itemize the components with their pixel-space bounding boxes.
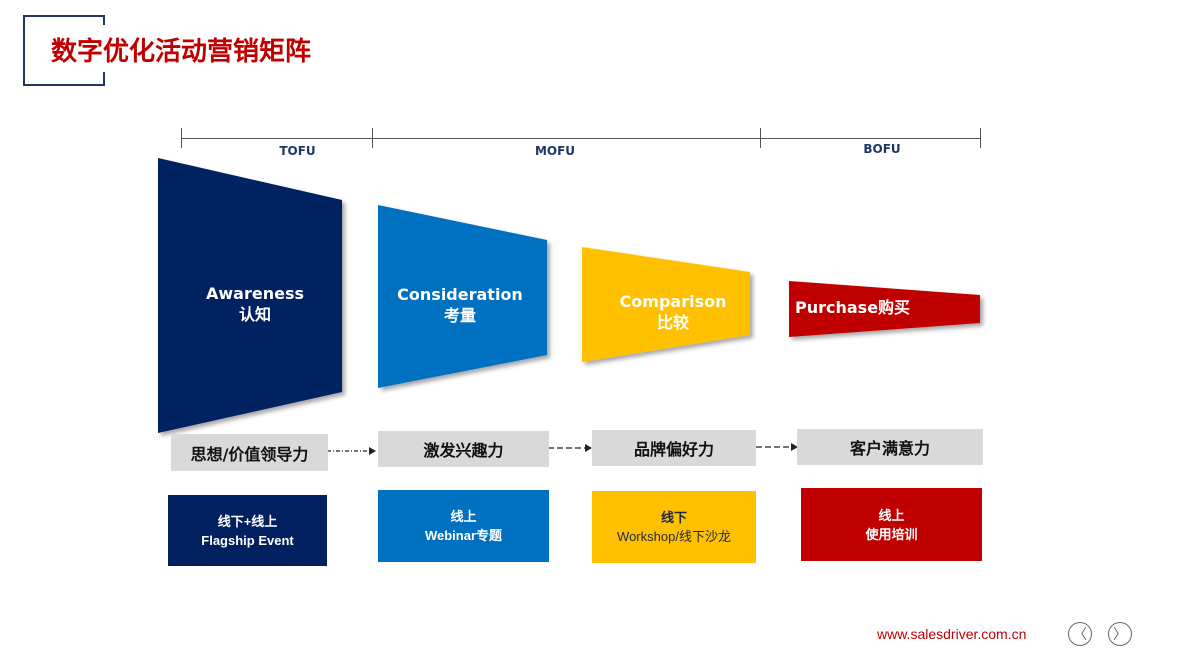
channel-line1: 线上 (878, 507, 905, 523)
funnel-shape-consideration (378, 205, 547, 388)
stage-tick (760, 128, 761, 148)
stage-tick (372, 128, 373, 148)
stage-tick (181, 128, 182, 148)
channel-box-training: 线上 使用培训 (801, 488, 982, 561)
channel-line2: Flagship Event (201, 532, 294, 548)
funnel-shape-comparison (582, 247, 750, 362)
stage-ruler-line (181, 138, 981, 139)
funnel-shape-purchase (789, 281, 980, 337)
funnel-shape-awareness (158, 158, 342, 433)
prev-slide-button[interactable]: 〈 (1068, 622, 1092, 646)
page-title: 数字优化活动营销矩阵 (51, 37, 312, 67)
capability-box-satisfaction: 客户满意力 (797, 429, 983, 465)
title-bracket (23, 15, 105, 86)
channel-box-workshop: 线下 Workshop/线下沙龙 (592, 491, 756, 563)
stage-label-bofu: BOFU (863, 142, 901, 156)
channel-box-webinar: 线上 Webinar专题 (378, 490, 549, 562)
funnel-label-en: Awareness (206, 284, 304, 303)
channel-line1: 线下 (660, 510, 687, 525)
capability-box-brand-preference: 品牌偏好力 (592, 430, 756, 466)
funnel-label-purchase: Purchase购买 (795, 298, 911, 317)
channel-box-flagship: 线下+线上 Flagship Event (168, 495, 327, 566)
chevron-left-icon: 〈 (1073, 627, 1087, 643)
channel-line1: 线下+线上 (217, 513, 278, 529)
stage-label-mofu: MOFU (534, 144, 576, 158)
channel-line1: 线上 (450, 509, 477, 524)
title-bracket-tick (103, 72, 105, 84)
funnel-label-awareness: Awareness 认知 (185, 283, 325, 325)
capability-box-thought-leadership: 思想/价值领导力 (171, 434, 328, 471)
title-bracket-tick (103, 15, 105, 25)
funnel-label-zh: 比较 (656, 313, 689, 332)
channel-line2: 使用培训 (865, 526, 918, 542)
funnel-label-comparison: Comparison 比较 (603, 291, 743, 333)
chevron-right-icon: 〉 (1113, 627, 1127, 643)
stage-label-tofu: TOFU (279, 144, 316, 158)
funnel-label-en: Comparison (619, 292, 727, 311)
funnel-label-zh: 考量 (443, 306, 476, 325)
channel-line2: Workshop/线下沙龙 (617, 529, 731, 544)
funnel-label-en: Consideration (397, 285, 523, 304)
next-slide-button[interactable]: 〉 (1108, 622, 1132, 646)
capability-box-interest: 激发兴趣力 (378, 431, 549, 467)
funnel-label-zh: 认知 (238, 305, 271, 324)
funnel-label-consideration: Consideration 考量 (390, 284, 530, 326)
footer-url-link[interactable]: www.salesdriver.com.cn (877, 626, 1027, 642)
channel-line2: Webinar专题 (424, 528, 503, 543)
stage-tick (980, 128, 981, 148)
